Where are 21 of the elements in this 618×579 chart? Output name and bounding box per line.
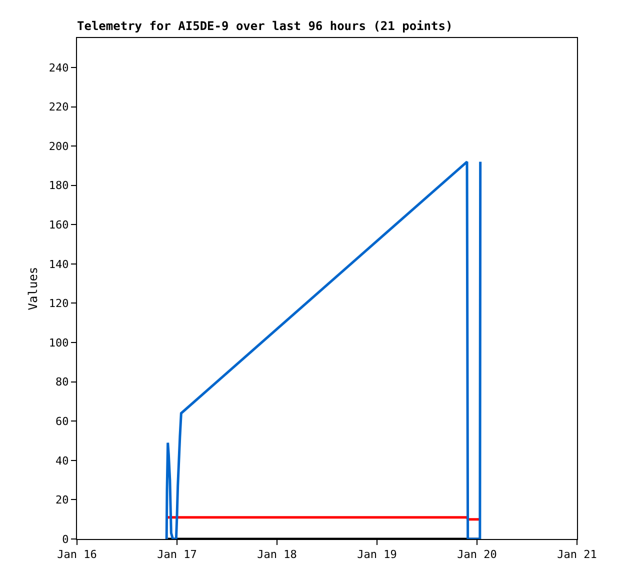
x-tick-label: Jan 19 xyxy=(357,548,397,562)
y-tick-label: 80 xyxy=(56,376,69,389)
y-tick-label: 240 xyxy=(48,61,69,74)
y-tick-label: 160 xyxy=(48,218,69,232)
y-tick-label: 0 xyxy=(62,532,69,546)
x-tick-label: Jan 17 xyxy=(157,548,197,562)
y-tick-label: 180 xyxy=(48,179,69,192)
y-tick-label: 40 xyxy=(56,454,69,468)
x-tick-label: Jan 16 xyxy=(57,548,97,562)
y-tick-label: 200 xyxy=(48,140,69,153)
y-tick-label: 100 xyxy=(48,336,69,350)
y-tick-label: 60 xyxy=(56,414,69,428)
x-tick-label: Jan 18 xyxy=(257,548,297,562)
chart-title: Telemetry for AI5DE-9 over last 96 hours (21 points) xyxy=(77,19,453,33)
x-tick-label: Jan 20 xyxy=(457,548,497,562)
y-tick-label: 20 xyxy=(56,494,69,507)
y-tick-label: 220 xyxy=(48,100,69,114)
x-tick-label: Jan 21 xyxy=(557,548,597,562)
y-tick-label: 140 xyxy=(48,258,69,271)
y-tick-label: 120 xyxy=(48,297,69,310)
y-axis-title: Values xyxy=(26,266,40,310)
